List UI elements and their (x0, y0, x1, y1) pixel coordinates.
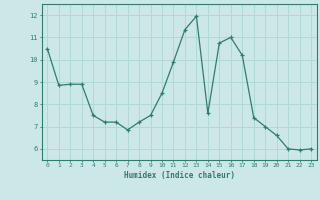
X-axis label: Humidex (Indice chaleur): Humidex (Indice chaleur) (124, 171, 235, 180)
